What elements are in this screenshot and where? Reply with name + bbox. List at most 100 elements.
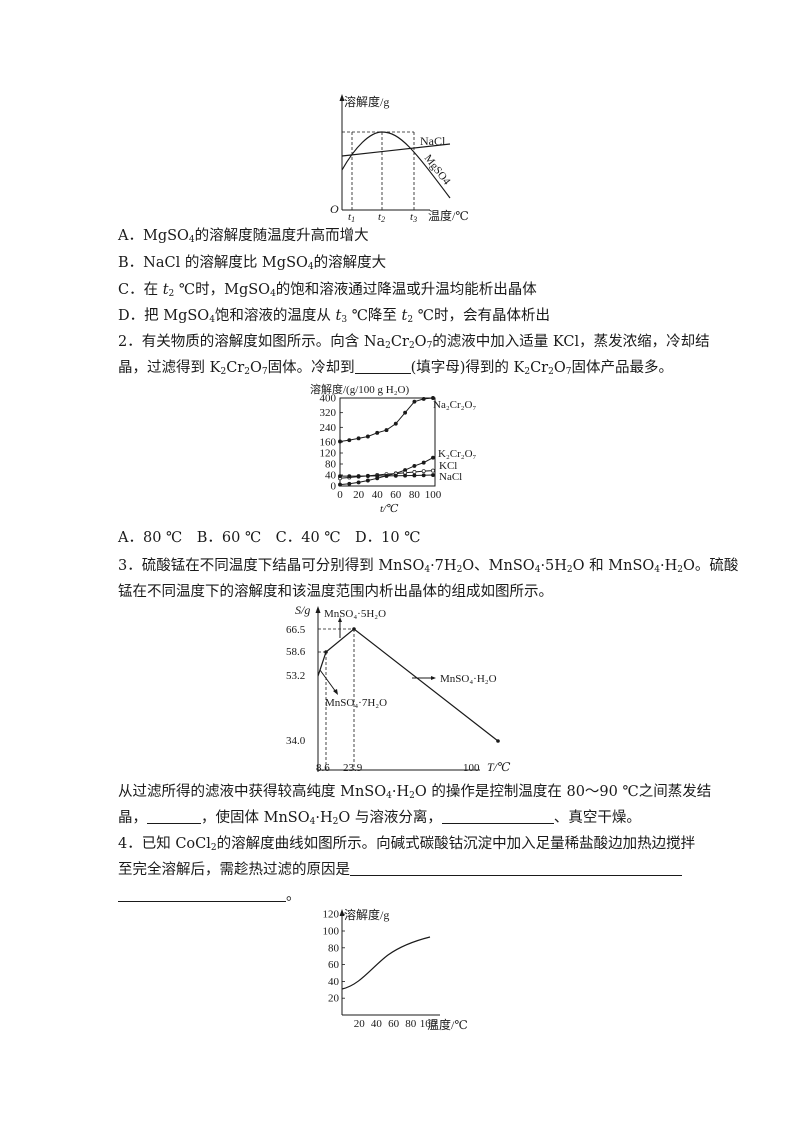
q1-option-d: D．把 MgSO4饱和溶液的温度从 t3 ℃降至 t2 ℃时，会有晶体析出 (118, 308, 550, 325)
fig1-ylabel: 溶解度/g (344, 94, 389, 109)
q4-line-1: 4．已知 CoCl2的溶解度曲线如图所示。向碱式碳酸钴沉淀中加入足量稀盐酸边加热… (118, 836, 696, 853)
fig3-point-100 (496, 739, 500, 743)
chart2-xtick-label: 20 (353, 489, 365, 501)
chart2-ytick-label: 320 (320, 407, 337, 419)
q3-answer-blank-1[interactable] (147, 809, 201, 824)
fig1-t3: t3 (410, 211, 417, 224)
chart2-data-point (412, 470, 417, 474)
q2-line-1: 2．有关物质的溶解度如图所示。向含 Na2Cr2O7的滤液中加入适量 KCl，蒸… (118, 334, 710, 351)
chart2-data-point (338, 439, 342, 444)
chart2-xtick-label: 40 (372, 489, 384, 501)
fig3-ytick-34-0: 34.0 (286, 735, 306, 747)
fig3-label-7h2o: MnSO₄·7H₂O (325, 697, 387, 709)
fig4-ytick-label: 100 (323, 926, 340, 938)
chart2-ylabel: 溶解度/(g/100 g H₂O) (310, 382, 409, 396)
q4-answer-blank-1[interactable] (350, 861, 682, 876)
chart2-ytick-label: 80 (325, 459, 337, 471)
q3-line-1: 3．硫酸锰在不同温度下结晶可分别得到 MnSO4·7H2O、MnSO4·5H2O… (118, 558, 739, 575)
fig3-xtick-8-6: 8.6 (316, 762, 330, 774)
nacl-curve (341, 143, 451, 157)
fig4-xtick-label: 20 (354, 1018, 366, 1030)
fig4-ytick-label: 20 (328, 993, 340, 1005)
fig4-ytick-label: 60 (328, 959, 340, 971)
chart2-xtick-label: 80 (409, 489, 421, 501)
q3-para-line-2: 晶， ，使固体 MnSO4·H2O 与溶液分离， 、真空干燥。 (118, 809, 641, 827)
fig1-xlabel: 温度/℃ (428, 208, 469, 223)
fig3-arrowhead-7h2o (333, 689, 338, 695)
series-label-na2cr2o7: Na₂Cr₂O₇ (433, 399, 476, 411)
chart2-data-point (338, 474, 342, 479)
chart2-data-point (384, 473, 389, 478)
fig4-xlabel: 温度/℃ (427, 1017, 468, 1032)
fig3-ytick-66-5: 66.5 (286, 624, 306, 636)
chart2-xtick-label: 100 (425, 489, 442, 501)
fig3-arrowhead-5h2o (338, 617, 342, 622)
chart2-data-point (421, 396, 426, 401)
fig4-xtick-label: 100 (420, 1018, 437, 1030)
q1-option-b: B．NaCl 的溶解度比 MgSO4的溶解度大 (118, 255, 387, 272)
chart2-xtick-label: 0 (337, 489, 343, 501)
chart2-data-point (431, 396, 435, 400)
chart2-data-point (421, 469, 426, 474)
chart2-data-point (375, 430, 380, 435)
chart2-data-point (431, 455, 435, 460)
fig1-t1: t1 (348, 211, 355, 224)
chart2-data-point (393, 421, 398, 426)
chart2-data-point (338, 482, 342, 487)
chart2-data-point (421, 460, 426, 465)
figure-4-cocl2-solubility: 溶解度/g 120 100 80 60 40 20 20 40 60 80 100 温度/℃ (310, 905, 510, 1033)
chart2-data-point (365, 478, 370, 483)
q1-option-a: A．MgSO4的溶解度随温度升高而增大 (118, 228, 369, 245)
fig4-xtick-label: 40 (371, 1018, 383, 1030)
fig3-xtick-23-9: 23.9 (343, 762, 363, 774)
chart2-data-point (347, 481, 352, 486)
chart2-xtick-label: 60 (390, 489, 402, 501)
chart2-data-point (365, 474, 370, 478)
chart2-data-point (375, 473, 380, 478)
chart2-ytick-label: 240 (320, 422, 337, 434)
q1-option-c: C．在 t2 ℃时，MgSO4的饱和溶液通过降温或升温均能析出晶体 (118, 282, 537, 299)
q4-line-3: 。 (118, 886, 301, 906)
fig3-label-5h2o: MnSO₄·5H₂O (324, 608, 386, 620)
chart2-ytick-label: 120 (320, 448, 337, 460)
chart2-data-point (403, 473, 408, 478)
fig3-point-23-9 (352, 627, 356, 631)
chart2-data-point (421, 473, 426, 478)
chart2-data-point (356, 480, 361, 485)
fig3-arrow-7h2o (319, 669, 337, 693)
chart2-data-point (347, 438, 352, 443)
series-label-nacl: NaCl (439, 471, 462, 483)
y-axis-arrow (339, 94, 345, 101)
chart2-data-point (412, 463, 417, 468)
q4-answer-blank-2[interactable] (118, 887, 286, 902)
chart2-data-point (384, 428, 389, 433)
chart2-ytick-label: 40 (325, 470, 337, 482)
chart2-data-point (412, 473, 417, 478)
q3-para-line-1: 从过滤所得的滤液中获得较高纯度 MnSO4·H2O 的操作是控制温度在 80～9… (118, 784, 712, 801)
q2-answer-blank[interactable] (354, 359, 411, 374)
fig4-xtick-label: 80 (405, 1018, 417, 1030)
fig1-mgso4-label: MgSO4 (422, 152, 453, 187)
fig4-cocl2-curve (341, 936, 431, 990)
fig3-y-axis-arrow (315, 606, 321, 613)
q3-line-2: 锰在不同温度下的溶解度和该温度范围内析出晶体的组成如图所示。 (118, 584, 553, 600)
fig1-nacl-label: NaCl (420, 134, 446, 148)
chart2-data-point (412, 399, 417, 404)
fig4-ytick-label: 120 (323, 909, 340, 921)
q3-answer-blank-2[interactable] (441, 809, 554, 824)
chart2-xlabel: t/℃ (380, 503, 399, 515)
q2-line-2: 晶，过滤得到 K2Cr2O7固体。冷却到 (填字母)得到的 K2Cr2O7固体产品… (118, 359, 673, 377)
q4-line-2: 至完全溶解后，需趁热过滤的原因是 (118, 860, 682, 880)
fig1-t2: t2 (378, 211, 385, 224)
series-label-k2cr2o7: K₂Cr₂O₇ (438, 448, 477, 460)
chart2-ytick-label: 160 (320, 437, 337, 449)
chart2-data-point (431, 473, 435, 478)
fig3-arrowhead-h2o (431, 676, 436, 680)
fig4-ytick-label: 40 (328, 976, 340, 988)
series-label-kcl: KCl (439, 460, 457, 472)
chart2-data-point (403, 410, 408, 415)
figure-2-solubility-chart: 溶解度/(g/100 g H₂O) 400 320 240 160 120 80 40 0 0… (300, 380, 540, 518)
fig3-point-8-6 (324, 650, 328, 654)
